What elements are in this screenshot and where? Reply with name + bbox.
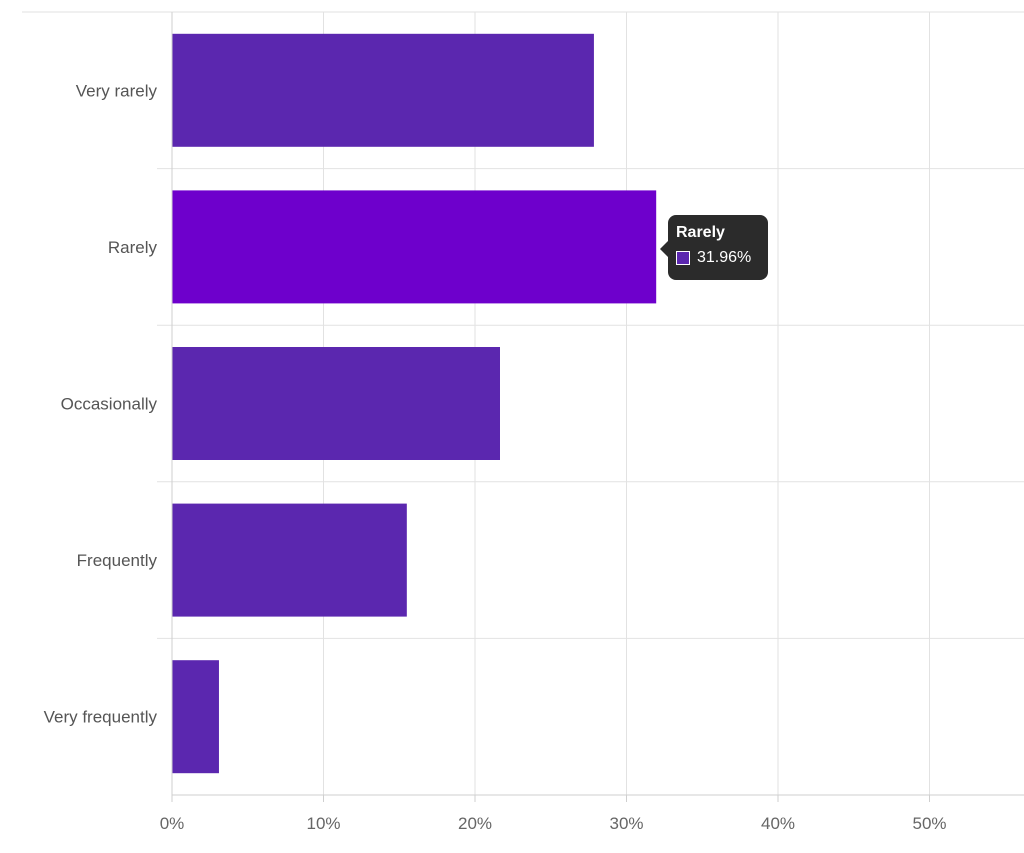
bar	[172, 503, 407, 617]
axes: Very rarely Rarely Occasionally Frequently V…	[44, 12, 1024, 833]
tooltip-value: 31.96%	[697, 249, 752, 266]
bar	[172, 190, 657, 304]
bar	[172, 33, 594, 147]
x-tick-label: 20%	[458, 814, 492, 833]
x-tick-label: 10%	[306, 814, 340, 833]
x-tick-label: 40%	[761, 814, 795, 833]
bar	[172, 347, 500, 460]
tooltip: Rarely 31.96%	[660, 215, 768, 280]
category-label: Frequently	[77, 551, 158, 570]
bar	[172, 660, 219, 774]
category-label: Rarely	[108, 238, 158, 257]
category-label: Very rarely	[76, 81, 158, 100]
tooltip-row: 31.96%	[676, 248, 760, 268]
category-label: Occasionally	[61, 395, 158, 414]
x-tick-label: 0%	[160, 814, 185, 833]
x-tick-label: 30%	[609, 814, 643, 833]
x-tick-label: 50%	[912, 814, 946, 833]
bars	[172, 33, 657, 774]
tooltip-swatch	[676, 251, 690, 265]
category-label: Very frequently	[44, 708, 158, 727]
tooltip-title: Rarely	[676, 224, 725, 241]
